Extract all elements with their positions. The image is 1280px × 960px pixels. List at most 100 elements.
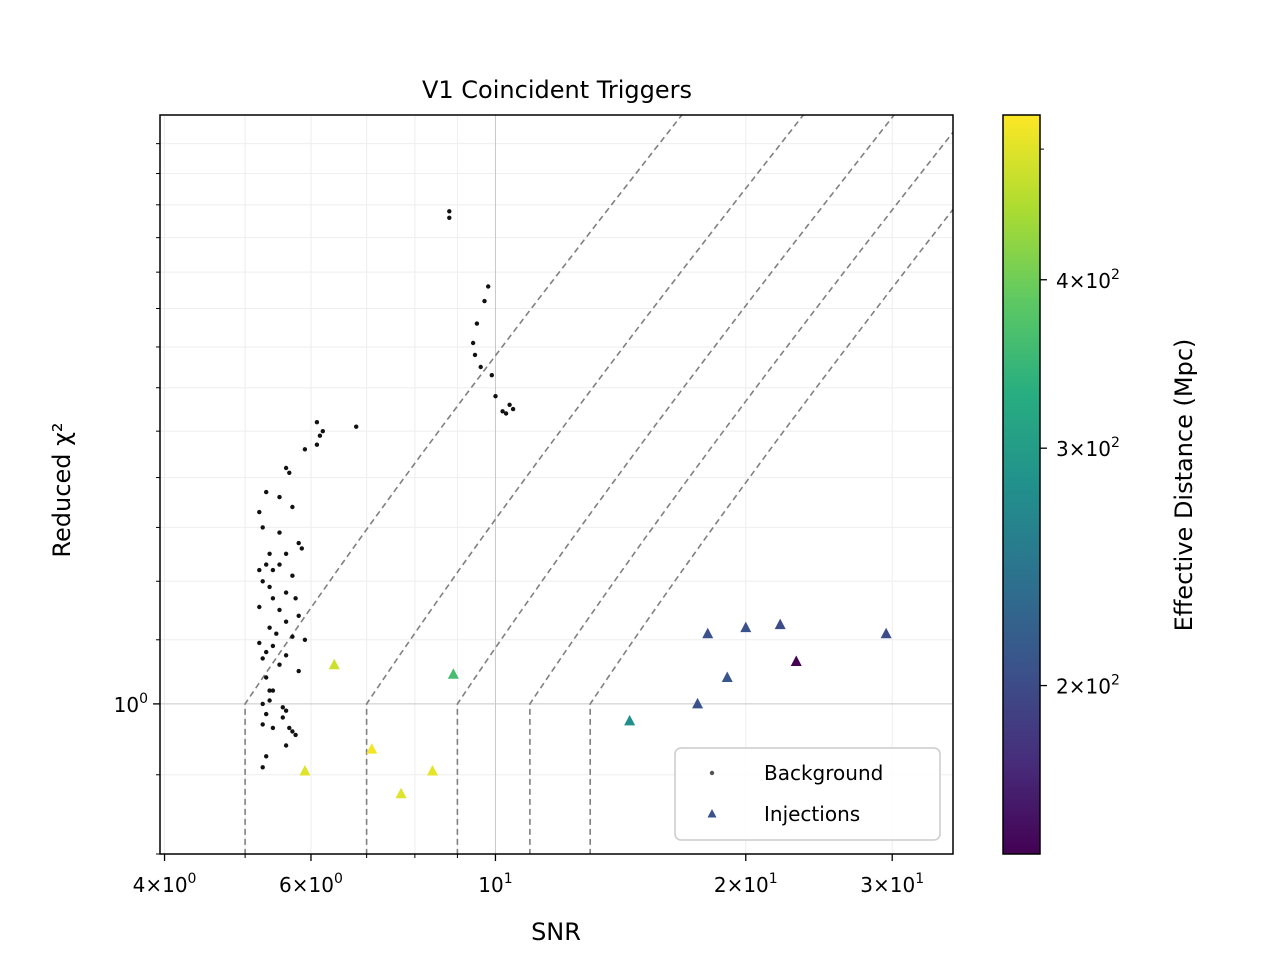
background-point <box>283 551 289 556</box>
background-point <box>489 373 494 378</box>
injection-point <box>692 697 704 709</box>
background-point <box>267 625 272 630</box>
background-point <box>302 637 308 642</box>
colorbar-tick-label: 2×102 <box>1056 673 1120 699</box>
injection-point <box>740 621 752 633</box>
legend-label-background: Background <box>764 761 883 785</box>
y-axis-label: Reduced χ² <box>48 422 76 557</box>
legend-box <box>674 747 941 841</box>
background-point <box>264 711 269 717</box>
background-point <box>264 754 269 759</box>
background-point <box>257 509 262 515</box>
background-point <box>277 494 282 500</box>
background-point <box>283 619 289 624</box>
background-point <box>472 352 478 358</box>
background-point <box>264 649 269 655</box>
background-point <box>474 321 480 326</box>
injection-point <box>624 714 636 726</box>
background-point <box>283 708 289 713</box>
background-point <box>317 433 323 438</box>
major-grid <box>160 115 953 854</box>
background-point <box>510 406 516 412</box>
background-point <box>290 729 295 734</box>
minor-grid <box>160 115 953 854</box>
background-point <box>290 634 295 639</box>
background-point <box>260 765 265 770</box>
background-point <box>257 604 262 610</box>
background-point <box>293 732 298 738</box>
background-point <box>274 631 279 636</box>
background-point <box>257 640 262 646</box>
background-point <box>299 546 304 551</box>
background-point <box>287 470 292 475</box>
chart-title: V1 Coincident Triggers <box>422 76 692 104</box>
legend-marker-injections <box>707 809 717 818</box>
background-point <box>320 429 325 434</box>
background-point <box>283 653 289 658</box>
injection-point <box>774 618 786 630</box>
background-point <box>260 525 265 530</box>
background-point <box>283 590 289 595</box>
data-points <box>257 209 892 799</box>
background-point <box>264 675 269 680</box>
background-point <box>296 540 301 546</box>
background-point <box>296 613 301 618</box>
threshold-curve <box>456 115 896 854</box>
legend-marker-background <box>709 770 715 776</box>
x-tick-label: 4×100 <box>133 871 197 897</box>
background-point <box>503 411 509 416</box>
injection-point <box>702 627 714 639</box>
background-point <box>482 298 487 304</box>
background-point <box>283 465 289 471</box>
legend: Background Injections <box>674 747 941 841</box>
injection-point <box>790 655 802 667</box>
background-point <box>293 596 298 601</box>
injection-point <box>426 765 438 776</box>
background-point <box>270 567 276 573</box>
y-tick-label: 100 <box>114 691 148 717</box>
threshold-curve <box>244 115 683 854</box>
background-point <box>260 656 265 661</box>
background-point <box>470 340 476 346</box>
background-point <box>354 424 359 429</box>
background-point <box>267 688 272 693</box>
x-axis-label: SNR <box>531 918 581 946</box>
threshold-curve <box>365 115 805 854</box>
colorbar-label: Effective Distance (Mpc) <box>1170 339 1198 632</box>
background-point <box>290 504 295 510</box>
injection-point <box>395 787 407 799</box>
background-point <box>277 562 282 567</box>
x-tick-label: 2×101 <box>714 871 778 897</box>
y-axis-ticks: 100 <box>114 143 160 855</box>
threshold-curve <box>529 130 953 854</box>
background-point <box>267 551 272 556</box>
plot-area <box>160 115 953 854</box>
x-tick-label: 3×101 <box>860 871 924 897</box>
injection-point <box>880 627 892 639</box>
background-point <box>486 284 491 289</box>
background-point <box>507 402 512 407</box>
background-point <box>270 725 276 731</box>
colorbar-tick-label: 3×102 <box>1056 435 1120 461</box>
background-point <box>314 420 320 425</box>
plot-frame <box>159 114 954 855</box>
background-point <box>257 567 262 573</box>
background-point <box>296 668 301 674</box>
threshold-curves <box>244 115 953 854</box>
colorbar-ticks: 2×102 3×102 4×102 <box>1040 148 1120 699</box>
background-point <box>447 209 452 214</box>
x-tick-label: 6×100 <box>279 871 343 897</box>
background-point <box>260 701 265 707</box>
colorbar: 2×102 3×102 4×102 Effective Distance (Mpc) <box>1002 114 1198 855</box>
colorbar-tick-label: 4×102 <box>1056 267 1120 293</box>
background-point <box>264 562 269 567</box>
background-point <box>277 662 282 667</box>
background-point <box>277 607 282 613</box>
x-tick-label: 101 <box>478 871 512 897</box>
injection-point <box>328 658 340 670</box>
background-point <box>277 530 282 535</box>
injection-point <box>366 743 378 754</box>
colorbar-gradient <box>1002 114 1041 855</box>
background-point <box>478 364 483 370</box>
